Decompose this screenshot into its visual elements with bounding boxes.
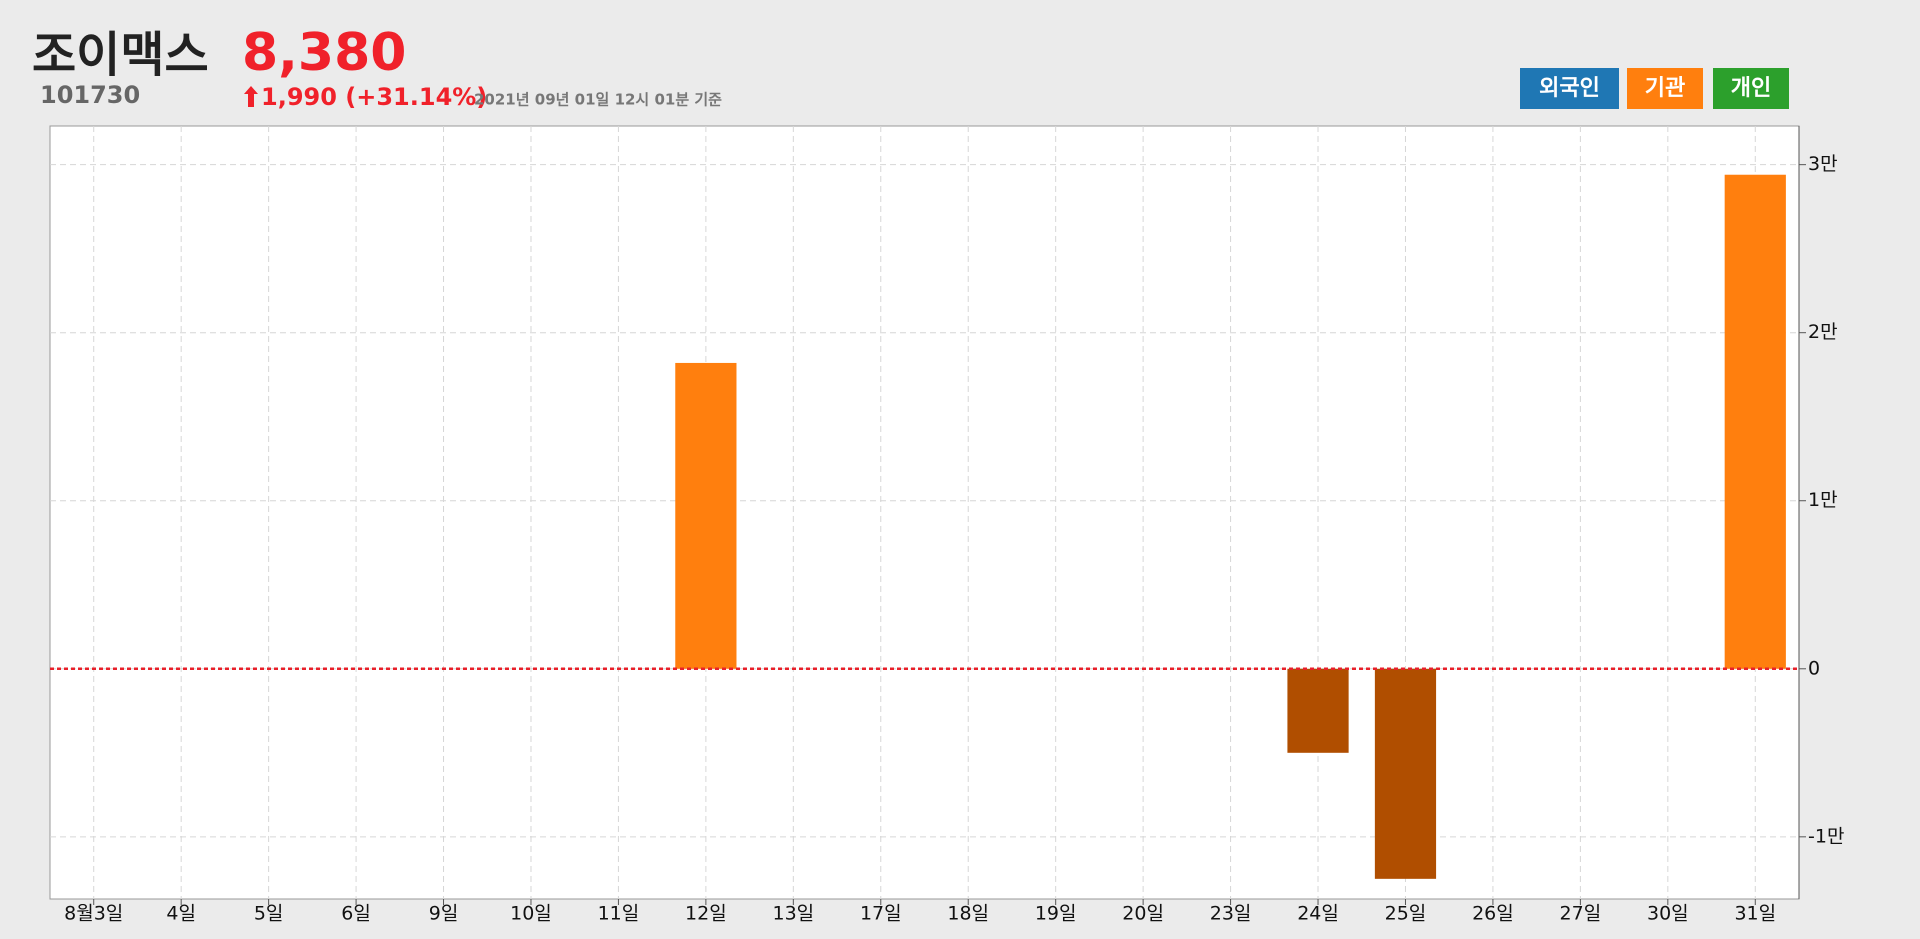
y-tick-label: 2만	[1808, 321, 1838, 343]
legend-button[interactable]	[1627, 68, 1703, 109]
plot-area	[49, 125, 1800, 900]
stock-price: 8,380	[242, 23, 406, 83]
x-tick-label: 23일	[1210, 903, 1252, 925]
x-tick-label: 10일	[510, 903, 552, 925]
legend-label[interactable]: 개인	[1731, 76, 1771, 101]
x-tick-label: 13일	[772, 903, 814, 925]
bar	[1374, 668, 1437, 879]
legend-button[interactable]	[1713, 68, 1789, 109]
x-tick-label: 24일	[1297, 903, 1339, 925]
bar	[675, 362, 737, 669]
y-tick-label: 3만	[1808, 153, 1838, 175]
y-tick-label: 1만	[1808, 489, 1838, 511]
bar	[1724, 174, 1786, 669]
bar	[1287, 668, 1349, 753]
x-tick-label: 26일	[1472, 903, 1514, 925]
x-tick-label: 27일	[1560, 903, 1602, 925]
x-tick-label: 20일	[1122, 903, 1164, 925]
timestamp: 2021년 09년 01일 12시 01분 기준	[474, 91, 722, 109]
x-tick-label: 30일	[1647, 903, 1689, 925]
x-tick-label: 9일	[429, 903, 459, 925]
x-tick-label: 31일	[1734, 903, 1776, 925]
x-tick-label: 25일	[1385, 903, 1427, 925]
legend-label[interactable]: 외국인	[1539, 76, 1600, 101]
y-tick-label: 0	[1808, 657, 1820, 679]
up-arrow	[244, 86, 258, 107]
x-tick-label: 12일	[685, 903, 727, 925]
x-tick-label: 19일	[1035, 903, 1077, 925]
y-tick-label: -1만	[1808, 825, 1844, 847]
price-change: 1,990 (+31.14%)	[261, 83, 487, 111]
stock-code: 101730	[40, 81, 140, 109]
x-tick-label: 5일	[254, 903, 284, 925]
legend-button[interactable]	[1520, 68, 1619, 109]
x-tick-label: 4일	[166, 903, 196, 925]
x-tick-label: 8월3일	[64, 903, 123, 925]
x-tick-label: 17일	[860, 903, 902, 925]
stock-name: 조이맥스	[32, 27, 209, 83]
x-tick-label: 11일	[598, 903, 640, 925]
x-tick-label: 6일	[341, 903, 371, 925]
legend-label[interactable]: 기관	[1645, 76, 1685, 101]
x-tick-label: 18일	[947, 903, 989, 925]
